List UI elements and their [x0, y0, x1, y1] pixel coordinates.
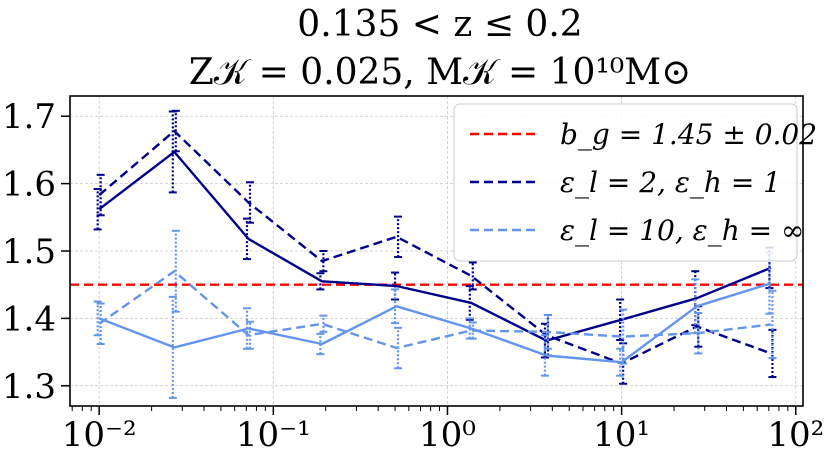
x-tick-label-0: 10⁻²	[62, 415, 137, 455]
x-tick-label-3: 10¹	[593, 415, 650, 455]
series-line-3	[98, 270, 772, 350]
series-3	[96, 229, 777, 370]
legend-box	[453, 103, 798, 262]
x-tick-label-4: 10²	[767, 415, 824, 455]
chart-title-line-2: Z𝒦 = 0.025, M𝒦 = 10¹⁰M⊙	[189, 52, 692, 93]
x-tick-label-2: 10⁰	[419, 415, 476, 455]
series-line-1	[98, 129, 772, 365]
y-tick-label-1: 1.4	[2, 299, 56, 339]
y-tick-label-3: 1.6	[2, 165, 56, 205]
chart-title: 0.135 < z ≤ 0.2 Z𝒦 = 0.025, M𝒦 = 10¹⁰M⊙	[189, 4, 692, 93]
axes: 10⁻² 10⁻¹ 10⁰ 10¹ 10² 1.3 1.4 1.5 1.6 1.7	[2, 97, 824, 455]
series-2	[93, 252, 774, 399]
x-tick-label-1: 10⁻¹	[236, 415, 311, 455]
y-tick-label-2: 1.5	[2, 232, 56, 272]
legend: b_g = 1.45 ± 0.02 ε_l = 2, ε_h = 1 ε_l = 1…	[453, 103, 817, 262]
legend-label-2: ε_l = 10, ε_h = ∞	[560, 214, 804, 247]
legend-label-1: ε_l = 2, ε_h = 1	[560, 166, 781, 199]
series-group	[93, 109, 777, 399]
y-tick-label-4: 1.7	[2, 97, 56, 137]
y-tick-label-0: 1.3	[2, 367, 56, 407]
series-line-0	[98, 150, 772, 342]
legend-label-0: b_g = 1.45 ± 0.02	[560, 118, 817, 151]
chart-title-line-1: 0.135 < z ≤ 0.2	[297, 4, 582, 45]
